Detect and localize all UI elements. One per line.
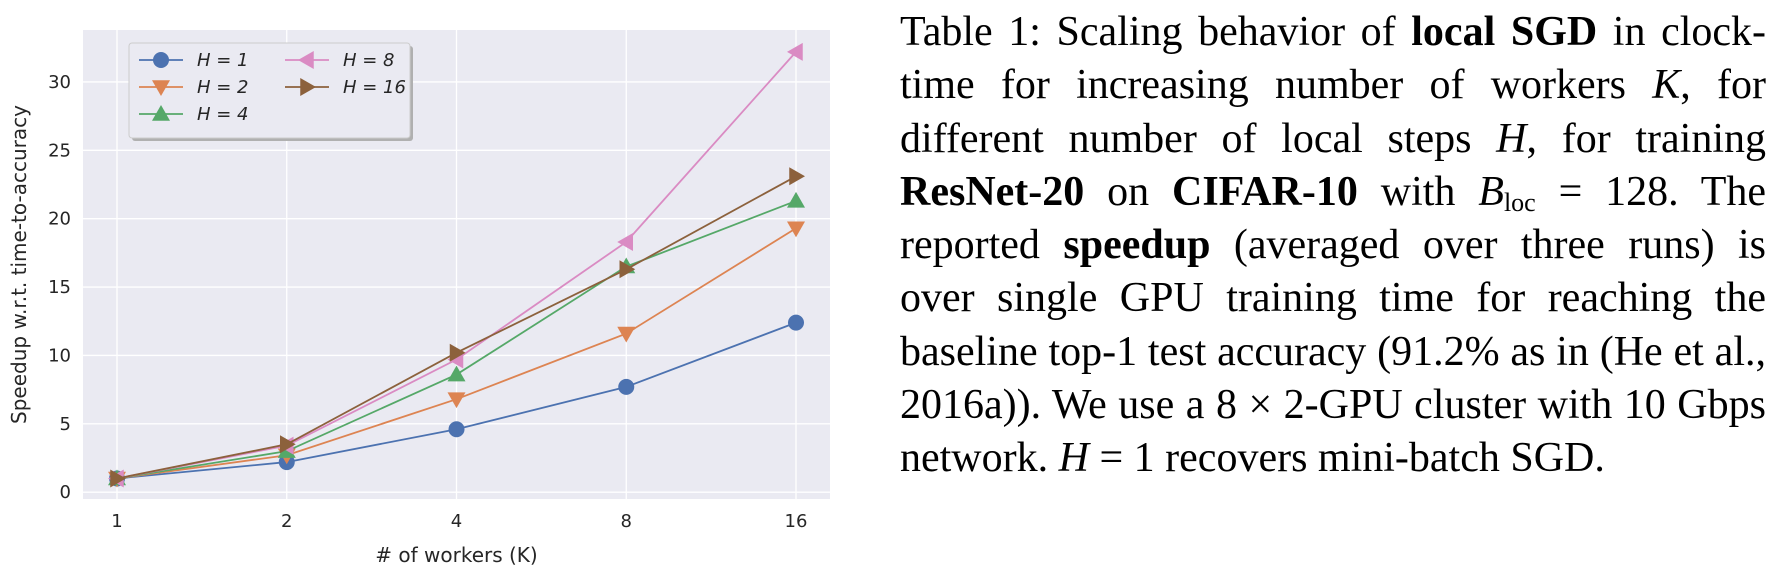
caption-text: Scaling behavior of [1040, 9, 1412, 55]
data-point-h4 [787, 191, 805, 208]
y-tick-label: 10 [48, 345, 71, 366]
y-tick-label: 20 [48, 209, 71, 230]
speedup-chart: 1 2 4 8 16 0 5 10 15 20 25 30 # of workers (K) Speedu… [7, 30, 830, 567]
y-axis-title: Speedup w.r.t. time-to-accuracy [7, 105, 31, 424]
data-point-h16 [280, 435, 296, 454]
data-point-h1 [788, 314, 804, 331]
caption-text: , for training [1526, 115, 1766, 162]
data-point-h2 [617, 326, 636, 343]
legend-box [128, 42, 411, 139]
y-tick-label: 15 [48, 277, 71, 298]
legend-marker-h16 [300, 78, 316, 96]
caption-math-b: B [1478, 168, 1504, 215]
x-tick-label: 4 [451, 511, 462, 532]
caption-text: with [1357, 168, 1479, 215]
caption-math-k: K [1652, 62, 1681, 109]
data-point-h16 [110, 469, 126, 488]
data-point-h2 [787, 221, 805, 238]
y-tick-label: 30 [48, 72, 71, 93]
legend-marker-h2 [152, 80, 170, 96]
caption-text: . The reported [900, 168, 1767, 269]
legend-marker-h4 [152, 105, 170, 121]
legend-label-h16: H = 16 [343, 77, 406, 98]
caption-label: Table 1: [900, 9, 1041, 55]
data-point-h16 [619, 260, 636, 279]
data-point-h16 [789, 167, 805, 186]
data-point-h1 [618, 378, 635, 395]
caption-bold-resnet: ResNet-20 [900, 168, 1085, 215]
y-tick-label: 5 [60, 414, 71, 435]
x-axis-title: # of workers (K) [375, 543, 537, 567]
caption-bold-speedup: speedup [1063, 222, 1211, 269]
legend-label-h4: H = 4 [197, 104, 249, 125]
caption-text: on [1084, 168, 1172, 215]
x-tick-label: 16 [785, 511, 808, 532]
caption-math-b-value: = 128 [1535, 168, 1669, 215]
x-tick-label: 2 [281, 511, 292, 532]
data-point-h8 [617, 232, 633, 251]
caption-math-b-subscript: loc [1503, 187, 1536, 217]
caption-text: , for different number of local steps [900, 62, 1766, 162]
legend-marker-h8 [298, 51, 314, 69]
caption-math-h: H [1496, 115, 1527, 162]
x-tick-label: 8 [621, 511, 632, 532]
caption-bold-cifar: CIFAR-10 [1172, 168, 1358, 215]
y-tick-label: 0 [60, 482, 71, 503]
series-h16 [110, 167, 805, 488]
data-point-h1 [448, 421, 465, 438]
data-point-h2 [447, 392, 466, 409]
y-tick-label: 25 [48, 140, 71, 161]
data-point-h16 [449, 343, 466, 362]
caption-math-h1: H [1058, 435, 1089, 482]
caption-math-h1-value: = 1 [1088, 435, 1155, 482]
caption-text: in clock-time for increasing number of w… [900, 9, 1767, 109]
data-point-h4 [447, 365, 466, 382]
table-caption: Table 1: Scaling behavior of local SGD i… [900, 6, 1766, 486]
legend-label-h2: H = 2 [197, 77, 249, 98]
caption-text: recovers mini-batch SGD. [1154, 435, 1605, 482]
legend-marker-h1 [153, 52, 169, 68]
chart-panel: 1 2 4 8 16 0 5 10 15 20 25 30 # of workers (K) Speedu… [0, 0, 870, 574]
x-tick-label: 1 [111, 511, 122, 532]
caption-bold-local-sgd: local SGD [1411, 9, 1598, 55]
legend-label-h1: H = 1 [197, 50, 249, 71]
data-point-h8 [787, 42, 803, 61]
caption-text: (averaged over three runs) is over singl… [900, 222, 1766, 482]
legend-label-h8: H = 8 [343, 50, 395, 71]
